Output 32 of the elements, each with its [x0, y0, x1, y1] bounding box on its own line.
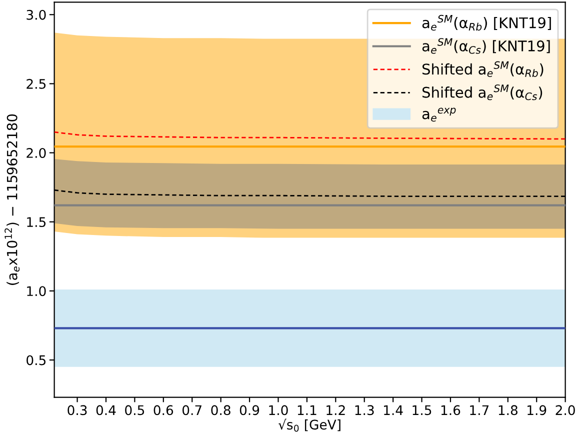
- x-tick-label: 1.0: [269, 405, 288, 416]
- line-series: [54, 131, 566, 140]
- y-tick-label: 1.0: [27, 286, 46, 296]
- x-tick-label: 0.9: [240, 405, 260, 416]
- x-tick-label: 0.7: [182, 405, 202, 416]
- x-tick-label: 1.7: [470, 405, 489, 415]
- x-tick-label: 0.4: [96, 405, 116, 416]
- x-tick-label: 1.4: [384, 405, 403, 415]
- y-tick-label: 1.5: [27, 217, 46, 228]
- legend-label: Shifted a$_{e}$$^{SM}$(α$_{Cs}$): [422, 84, 542, 100]
- y-tick-label: 0.5: [26, 355, 46, 366]
- y-axis-title: (a$_{e}$x10$^{12}$) − 1159652180: [4, 114, 20, 285]
- x-tick-label: 1.8: [498, 405, 518, 416]
- legend-label: Shifted a$_{e}$$^{SM}$(α$_{Rb}$): [422, 61, 544, 77]
- x-tick-label: 1.2: [326, 405, 345, 415]
- x-tick-label: 0.8: [211, 405, 230, 416]
- x-tick-label: 1.3: [355, 405, 374, 416]
- x-axis-title: √s$_{0}$ [GeV]: [278, 418, 340, 432]
- y-tick-label: 2.5: [26, 78, 46, 89]
- x-tick-label: 1.9: [528, 405, 546, 416]
- y-tick-label: 3.0: [26, 10, 46, 20]
- x-tick-label: 1.6: [441, 405, 460, 416]
- x-tick-label: 0.5: [125, 405, 144, 416]
- legend-label: a$_{e}$$^{SM}$(α$_{Rb}$) [KNT19]: [422, 14, 551, 31]
- y-tick-label: 2.0: [26, 148, 46, 158]
- x-tick-label: 1.5: [412, 405, 432, 416]
- x-tick-label: 2.0: [556, 405, 575, 416]
- legend-label: a$_{e}$$^{exp}$: [422, 108, 456, 122]
- x-tick-label: 0.6: [154, 405, 174, 416]
- x-tick-label: 1.1: [298, 405, 316, 415]
- legend-label: a$_{e}$$^{SM}$(α$_{Cs}$) [KNT19]: [422, 38, 550, 54]
- x-tick-label: 0.3: [68, 405, 87, 416]
